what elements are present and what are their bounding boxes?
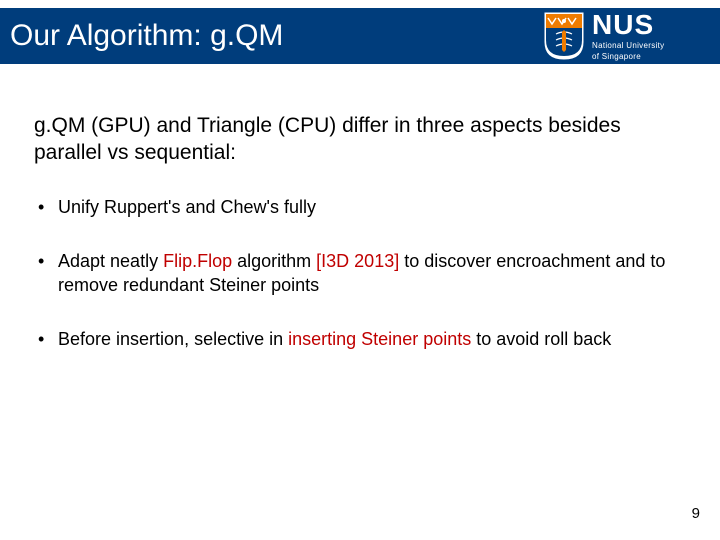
header: Our Algorithm: g.QM NUS National Univers… xyxy=(0,0,720,72)
bullet-item: Unify Ruppert's and Chew's fully xyxy=(34,195,686,219)
slide-title: Our Algorithm: g.QM xyxy=(0,19,283,53)
nus-crest-icon xyxy=(542,10,586,62)
nus-subtext-1: National University xyxy=(592,42,664,50)
bullet-text: Before insertion, selective in xyxy=(58,329,288,349)
bullet-highlight: Flip.Flop xyxy=(163,251,232,271)
bullet-text: Unify Ruppert's and Chew's fully xyxy=(58,197,316,217)
bullet-highlight: [I3D 2013] xyxy=(316,251,399,271)
nus-subtext-2: of Singapore xyxy=(592,53,664,61)
nus-logo: NUS National University of Singapore xyxy=(542,6,702,66)
page-number: 9 xyxy=(692,505,700,522)
bullet-item: Before insertion, selective in inserting… xyxy=(34,327,686,351)
slide-body: g.QM (GPU) and Triangle (CPU) differ in … xyxy=(0,72,720,352)
bullet-list: Unify Ruppert's and Chew's fully Adapt n… xyxy=(34,195,686,352)
nus-wordmark: NUS xyxy=(592,11,664,39)
bullet-highlight: inserting Steiner points xyxy=(288,329,471,349)
intro-text: g.QM (GPU) and Triangle (CPU) differ in … xyxy=(34,112,686,167)
bullet-item: Adapt neatly Flip.Flop algorithm [I3D 20… xyxy=(34,249,686,298)
bullet-text: to avoid roll back xyxy=(471,329,611,349)
nus-logo-text: NUS National University of Singapore xyxy=(592,11,664,61)
bullet-text: Adapt neatly xyxy=(58,251,163,271)
bullet-text: algorithm xyxy=(232,251,316,271)
slide: Our Algorithm: g.QM NUS National Univers… xyxy=(0,0,720,540)
